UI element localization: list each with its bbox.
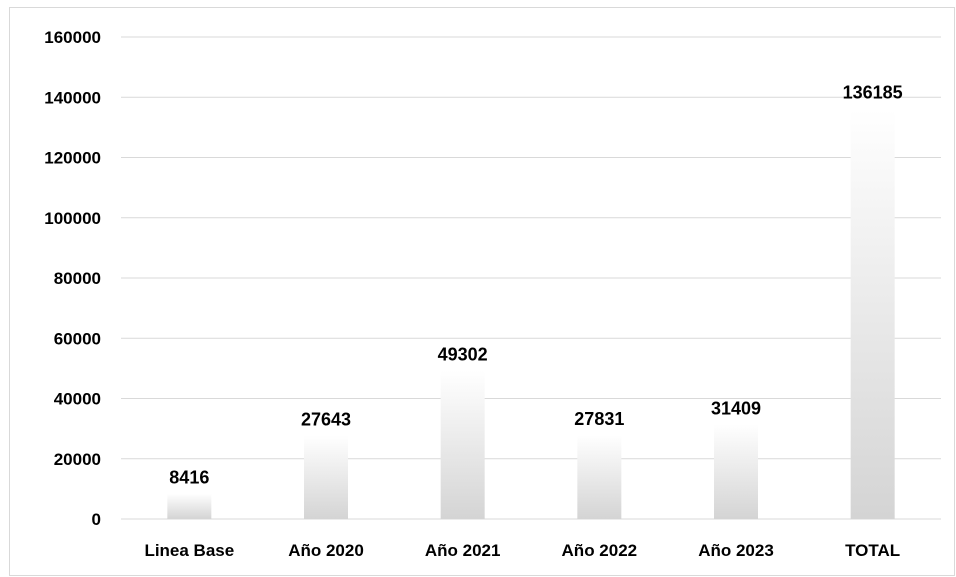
data-label: 31409	[711, 398, 761, 418]
x-axis-tick-labels: Linea Base Año 2020 Año 2021 Año 2022 Año 20…	[144, 541, 900, 560]
bar	[167, 493, 212, 519]
x-tick-label: Linea Base	[144, 541, 234, 560]
data-label: 8416	[169, 468, 209, 488]
data-label: 27643	[301, 410, 351, 430]
x-tick-label: Año 2021	[425, 541, 501, 560]
x-tick-label: Año 2022	[562, 541, 638, 560]
data-label: 27831	[574, 409, 624, 429]
y-tick-label: 40000	[54, 390, 101, 409]
y-tick-label: 0	[92, 510, 101, 529]
bars	[167, 108, 895, 520]
bar	[304, 435, 348, 519]
gridlines	[121, 36, 941, 520]
y-tick-label: 80000	[54, 269, 101, 288]
bar	[577, 435, 622, 519]
data-label: 136185	[843, 83, 903, 103]
y-tick-label: 140000	[44, 88, 101, 107]
data-labels: 8416 27643 49302 27831 31409 136185	[169, 83, 902, 488]
y-tick-label: 20000	[54, 450, 101, 469]
y-axis-tick-labels: 0 20000 40000 60000 80000 100000 120000 140000 1…	[44, 28, 101, 529]
bar	[714, 424, 758, 519]
bar	[440, 370, 485, 519]
y-tick-label: 60000	[54, 329, 101, 348]
y-tick-label: 160000	[44, 28, 101, 47]
x-tick-label: Año 2023	[698, 541, 774, 560]
bar	[850, 108, 895, 520]
y-tick-label: 120000	[44, 149, 101, 168]
y-tick-label: 100000	[44, 209, 101, 228]
data-label: 49302	[438, 344, 488, 364]
x-tick-label: Año 2020	[288, 541, 364, 560]
x-tick-label: TOTAL	[845, 541, 900, 560]
